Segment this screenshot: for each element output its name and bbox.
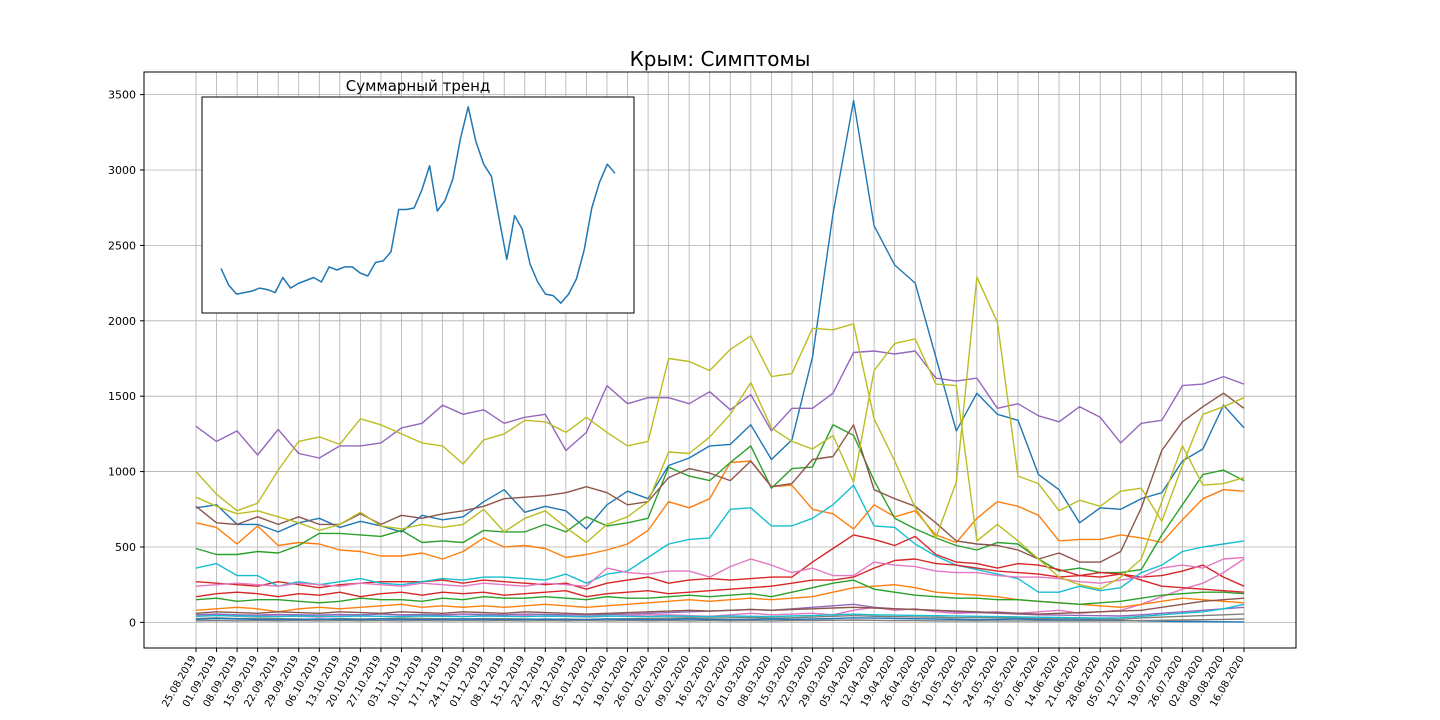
inset-series-line (220, 106, 616, 304)
y-tick-label: 1500 (108, 390, 136, 403)
inset-frame (201, 96, 635, 314)
series-line-10 (195, 484, 1245, 593)
series-line-11 (195, 617, 1245, 623)
y-tick-label: 500 (115, 541, 136, 554)
series-line-19 (195, 338, 1245, 590)
inset-background (202, 97, 634, 313)
series-line-9 (195, 276, 1245, 539)
y-tick-label: 2000 (108, 315, 136, 328)
y-tick-label: 3500 (108, 89, 136, 102)
series-line-4 (195, 534, 1245, 590)
series-line-13 (195, 579, 1245, 605)
series-line-5 (195, 350, 1245, 459)
main-series-lines (195, 99, 1245, 623)
y-tick-label: 3000 (108, 164, 136, 177)
series-line-16 (195, 597, 1245, 615)
y-tick-label: 0 (129, 616, 136, 629)
total-trend-line (220, 106, 616, 304)
series-line-18 (195, 618, 1245, 622)
main-plot-frame (143, 71, 1297, 649)
series-line-14 (195, 558, 1245, 598)
y-tick-label: 2500 (108, 239, 136, 252)
y-tick-label: 1000 (108, 466, 136, 479)
series-line-2 (195, 460, 1245, 560)
series-line-20 (195, 603, 1245, 619)
series-line-17 (195, 556, 1245, 587)
inset-title: Суммарный тренд (346, 77, 491, 95)
chart-title: Крым: Симптомы (630, 47, 811, 71)
series-line-3 (195, 424, 1245, 574)
main-y-axis: 0 500 1000 1500 2000 2500 3000 3500 (108, 89, 144, 629)
